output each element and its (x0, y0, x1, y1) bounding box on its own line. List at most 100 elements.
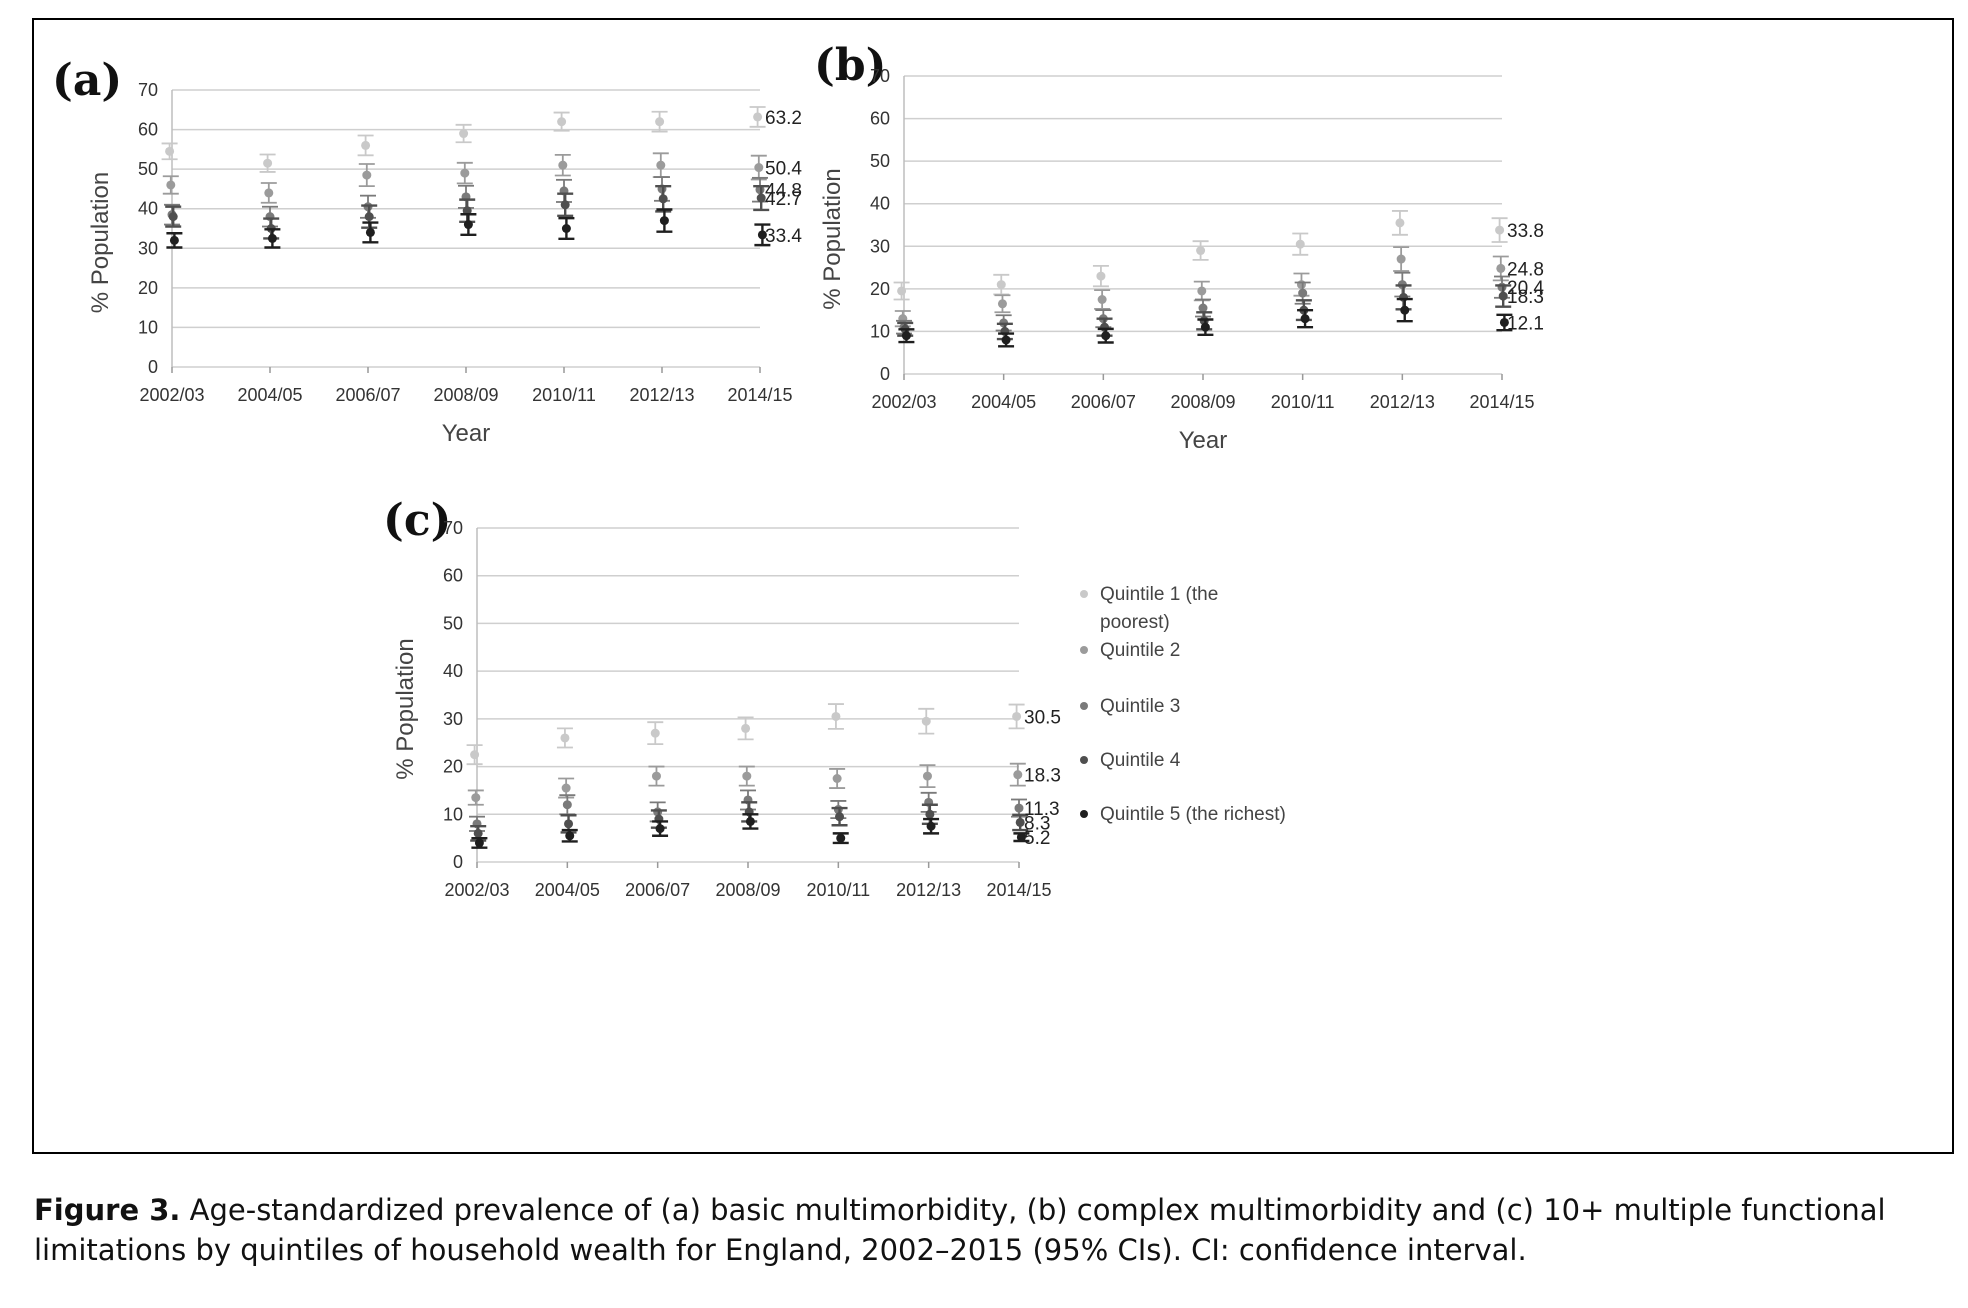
panel-b-xtick-label: 2012/13 (1370, 392, 1435, 412)
panel-a-q4-point (560, 200, 570, 210)
panel-c-ytick-label: 60 (443, 566, 463, 586)
panel-c-ytick-label: 20 (443, 757, 463, 777)
panel-b-q1-point (1395, 218, 1405, 228)
legend-marker-q2 (1080, 646, 1088, 654)
figure-caption: Figure 3. Age-standardized prevalence of… (34, 1190, 1934, 1270)
legend-label-q2: Quintile 2 (1100, 640, 1180, 661)
panel-c-xtick-label: 2012/13 (896, 880, 961, 900)
panel-c-xtick-label: 2008/09 (715, 880, 780, 900)
panel-b-q2-point (1097, 295, 1107, 304)
panel-c-y-axis-title: % Population (392, 638, 419, 779)
panel-a-xtick-label: 2008/09 (433, 385, 498, 405)
panel-b-end-label-q1: 33.8 (1507, 221, 1544, 242)
panel-a-y-axis-title: % Population (87, 172, 114, 313)
panel-a-q4-point (658, 194, 668, 204)
panel-a-q1-point (557, 117, 567, 127)
panel-c-xtick-label: 2002/03 (444, 880, 509, 900)
panel-b-q2-point (1496, 263, 1506, 273)
panel-b-label: (b) (814, 40, 886, 91)
panel-a-q5-point (659, 216, 669, 226)
panel-b-q3-point (1298, 288, 1308, 298)
panel-b-q1-point (996, 280, 1006, 290)
legend-marker-q5 (1080, 810, 1088, 818)
panel-c-q5-point (1016, 832, 1026, 842)
panel-b-ytick-label: 0 (880, 364, 890, 384)
panel-a-q2-point (460, 168, 470, 178)
panel-c-ytick-label: 30 (443, 709, 463, 729)
legend-marker-q3 (1080, 702, 1088, 710)
legend-marker-q1 (1080, 590, 1088, 598)
panel-a-xtick-label: 2010/11 (532, 385, 596, 405)
panel-b-q2-point (1197, 286, 1207, 296)
panel-a-ytick-label: 0 (148, 357, 158, 377)
panel-a-q5-point (169, 235, 179, 245)
legend-label-q1: Quintile 1 (the poorest) (1100, 584, 1218, 633)
figure-svg: (a) 0 10 20 30 40 50 60 70 2002/03 2004/05 2006/07 2… (52, 40, 1544, 900)
legend-label-q3: Quintile 3 (1100, 696, 1180, 717)
panel-a-ytick-label: 30 (138, 238, 158, 258)
panel-a-xtick-label: 2012/13 (629, 385, 694, 405)
caption-label: Figure 3. (34, 1193, 181, 1227)
panel-a-end-label-q2: 50.4 (765, 159, 802, 180)
panel-a-ytick-label: 10 (138, 317, 158, 337)
panel-c-q2-point (561, 783, 571, 793)
panel-a-ytick-label: 50 (138, 159, 158, 179)
panel-b-xtick-label: 2014/15 (1469, 392, 1534, 412)
panel-a-q4-point (168, 212, 178, 222)
panel-b-ytick-label: 60 (870, 109, 890, 129)
panel-a-xtick-label: 2006/07 (335, 385, 400, 405)
panel-a-label: (a) (52, 55, 122, 106)
panel-a-q1-point (753, 112, 763, 122)
panel-a-q2-point (264, 188, 274, 198)
panel-b-q2-point (997, 299, 1007, 309)
panel-a-ytick-label: 40 (138, 199, 158, 219)
panel-c-q2-point (651, 771, 661, 781)
panel-b-q5-point (1101, 331, 1111, 341)
panel-c-label: (c) (383, 495, 451, 546)
panel-c-end-label-q4: 8.3 (1024, 813, 1050, 834)
panel-b-ytick-label: 20 (870, 279, 890, 299)
legend-marker-q4 (1080, 756, 1088, 764)
panel-a-q4-point (756, 193, 766, 203)
panel-c-q1-point (650, 728, 660, 738)
panel-b-q1-point (1295, 239, 1305, 249)
panel-a-q5-point (365, 227, 375, 237)
panel-b-ytick-label: 10 (870, 321, 890, 341)
panel-a-end-label-q3: 44.8 (765, 181, 802, 202)
panel-b-ytick-label: 70 (870, 66, 890, 86)
panel-b-q2-point (1296, 280, 1306, 290)
panel-a-q5-point (757, 230, 767, 240)
panel-b-end-label-q2: 24.8 (1507, 259, 1544, 280)
panel-a-q2-point (558, 160, 568, 170)
panel-b-q2-point (1396, 254, 1406, 264)
panel-c-q4-point (925, 809, 935, 819)
panel-b-q5-point (1200, 322, 1210, 332)
panel-a-xtick-label: 2004/05 (237, 385, 302, 405)
panel-a-q1-point (459, 129, 469, 139)
panel-c-q2-point (471, 793, 481, 803)
panel-c-end-label-q3: 11.3 (1024, 799, 1060, 820)
panel-b-q5-point (1499, 317, 1509, 327)
panel-b-q3-point (1198, 303, 1208, 313)
panel-c-ytick-label: 50 (443, 613, 463, 633)
panel-a-end-label-q1: 63.2 (765, 108, 802, 129)
panel-c-ytick-label: 40 (443, 661, 463, 681)
panel-c-xtick-label: 2006/07 (625, 880, 690, 900)
panel-b-end-label-q3: 20.4 (1507, 278, 1544, 299)
panel-a-q5-point (267, 233, 277, 243)
figure-frame: (a) 0 10 20 30 40 50 60 70 2002/03 2004/05 2006/07 2… (32, 18, 1954, 1154)
panel-b-ytick-label: 50 (870, 151, 890, 171)
panel-c-q1-point (470, 750, 480, 760)
panel-a-q2-point (754, 163, 764, 173)
panel-b-q5-point (1300, 314, 1310, 324)
panel-c-xtick-label: 2014/15 (986, 880, 1051, 900)
panel-c-q5-point (926, 821, 936, 831)
panel-b-xtick-label: 2008/09 (1170, 392, 1235, 412)
panel-c-q1-point (1012, 711, 1022, 721)
panel-a-xtick-label: 2014/15 (727, 385, 792, 405)
panel-a-end-label-q5: 33.4 (765, 226, 802, 247)
panel-c-q1-point (921, 716, 931, 726)
panel-c-q1-point (831, 711, 841, 721)
panel-a-q2-point (362, 170, 372, 180)
panel-b-x-axis-title: Year (1179, 427, 1228, 454)
